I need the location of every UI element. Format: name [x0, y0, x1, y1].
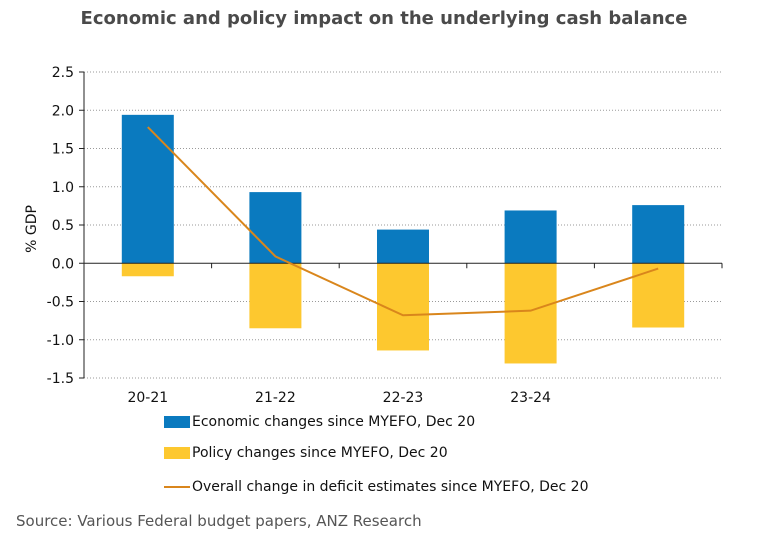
- legend-item-overall: Overall change in deficit estimates sinc…: [164, 479, 588, 495]
- legend-swatch-policy: [164, 447, 190, 459]
- policy-bar: [632, 263, 685, 328]
- economic-bar: [377, 229, 429, 264]
- legend-swatch-overall: [164, 486, 190, 488]
- x-tick-label: 21-22: [255, 390, 296, 406]
- x-tick-label: 22-23: [383, 390, 424, 406]
- y-tick-label: 1.0: [52, 180, 74, 196]
- legend-label-economic: Economic changes since MYEFO, Dec 20: [192, 414, 476, 430]
- y-tick-label: 1.5: [52, 142, 74, 158]
- legend-item-policy: Policy changes since MYEFO, Dec 20: [164, 445, 448, 461]
- legend-swatch-economic: [164, 416, 190, 428]
- economic-bar: [249, 192, 302, 264]
- economic-bar: [632, 205, 685, 264]
- economic-bar: [121, 114, 174, 264]
- chart-title: Economic and policy impact on the underl…: [80, 8, 688, 29]
- overall-line-path: [147, 126, 659, 317]
- y-axis-label: % GDP: [24, 205, 40, 253]
- legend-label-policy: Policy changes since MYEFO, Dec 20: [192, 445, 448, 461]
- y-tick-label: -0.5: [47, 295, 74, 311]
- policy-bar: [121, 263, 174, 277]
- bars: [83, 114, 723, 364]
- x-tick-label: 23-24: [510, 390, 551, 406]
- y-tick-label: 0.0: [52, 256, 74, 272]
- y-tick-label: 0.5: [52, 218, 74, 234]
- economic-bar: [504, 210, 557, 264]
- legend-item-economic: Economic changes since MYEFO, Dec 20: [164, 414, 475, 430]
- policy-bar: [504, 263, 557, 364]
- x-tick-label: 20-21: [127, 390, 168, 406]
- y-tick-label: -1.5: [47, 371, 74, 387]
- y-tick-label: 2.5: [52, 65, 74, 81]
- policy-bar: [249, 263, 302, 329]
- legend-label-overall: Overall change in deficit estimates sinc…: [192, 479, 589, 495]
- x-axis-labels: 20-21 21-22 22-23 23-24: [127, 390, 551, 406]
- source-note: Source: Various Federal budget papers, A…: [16, 512, 422, 530]
- overall-line: [147, 126, 659, 317]
- y-tick-label: 2.0: [52, 103, 74, 119]
- y-tick-label: -1.0: [47, 333, 74, 349]
- y-axis: 2.5 2.0 1.5 1.0 0.5 0.0 -0.5 -1.0 -1.5: [47, 65, 85, 387]
